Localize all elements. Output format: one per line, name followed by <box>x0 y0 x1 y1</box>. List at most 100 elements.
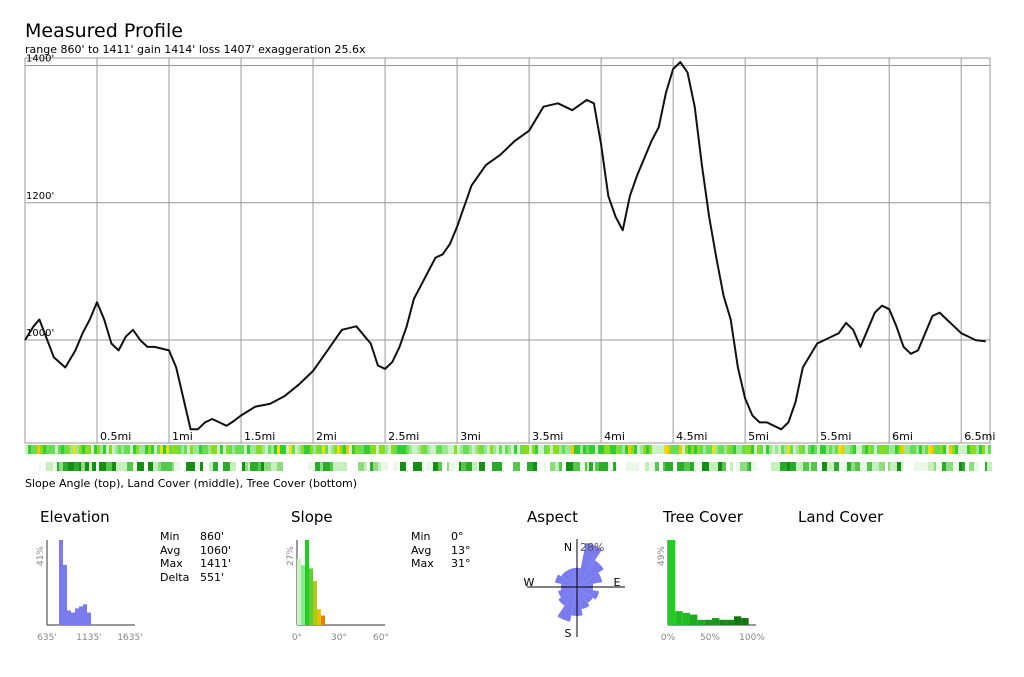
cover-band-segment <box>186 462 192 471</box>
slope-band-segment <box>766 445 769 454</box>
hist-max-label: 49% <box>657 546 667 566</box>
slope-band-segment <box>904 445 907 454</box>
cover-band-segment <box>495 462 497 471</box>
slope-band-segment <box>916 445 919 454</box>
hist-bar <box>67 610 71 625</box>
slope-band-segment <box>124 445 127 454</box>
slope-band-segment <box>130 445 133 454</box>
slope-band-segment <box>499 445 502 454</box>
slope-band-segment <box>571 445 574 454</box>
hist-x-tick-label: 0% <box>661 633 676 643</box>
slope-band-segment <box>982 445 985 454</box>
cover-band-segment <box>393 462 398 471</box>
cover-band-segment <box>645 462 649 471</box>
cover-band-segment <box>340 462 345 471</box>
x-tick-label: 2mi <box>316 430 337 443</box>
hist-bar <box>63 564 67 625</box>
cover-band-segment <box>740 462 747 471</box>
slope-band-segment <box>910 445 913 454</box>
hist-bar <box>734 616 742 625</box>
cover-band-segment <box>684 462 690 471</box>
slope-band-segment <box>256 445 259 454</box>
stat-row: Max 31° <box>411 557 471 571</box>
elevation-stats: Min 860' Avg 1060' Max 1411' Delta 551' <box>160 530 231 584</box>
slope-band-segment <box>349 445 352 454</box>
cover-band-segment <box>378 462 381 471</box>
slope-band-segment <box>61 445 64 454</box>
cover-band-segment <box>901 462 903 471</box>
slope-band-segment <box>103 445 106 454</box>
cover-band-segment <box>771 462 777 471</box>
slope-band-segment <box>355 445 358 454</box>
slope-band-segment <box>121 445 124 454</box>
cover-band-segment <box>599 462 606 471</box>
slope-band-segment <box>106 445 109 454</box>
slope-band-segment <box>673 445 676 454</box>
slope-band-segment <box>484 445 487 454</box>
slope-band-segment <box>118 445 121 454</box>
cover-band-segment <box>985 462 987 471</box>
slope-band-segment <box>247 445 250 454</box>
cover-band-segment <box>712 462 718 471</box>
slope-band-segment <box>532 445 535 454</box>
slope-band-segment <box>370 445 373 454</box>
cover-band-segment <box>99 462 106 471</box>
cover-band-segment <box>855 462 860 471</box>
slope-band-segment <box>34 445 37 454</box>
cover-band-segment <box>461 462 466 471</box>
cover-band-segment <box>200 462 203 471</box>
slope-band-segment <box>151 445 154 454</box>
slope-band-segment <box>196 445 199 454</box>
hist-bar <box>321 615 325 625</box>
slope-band-segment <box>175 445 178 454</box>
cover-band-segment <box>606 462 608 471</box>
hist-bar <box>309 568 313 625</box>
slope-band-segment <box>487 445 490 454</box>
cover-band-segment <box>959 462 962 471</box>
slope-band-segment <box>85 445 88 454</box>
slope-band-segment <box>757 445 760 454</box>
slope-band-segment <box>346 445 349 454</box>
slope-band-segment <box>583 445 586 454</box>
slope-band-segment <box>784 445 787 454</box>
slope-stats: Min 0° Avg 13° Max 31° <box>411 530 471 571</box>
slope-band-segment <box>142 445 145 454</box>
cover-band-segment <box>46 462 53 471</box>
hist-bar <box>668 540 676 625</box>
slope-band-segment <box>463 445 466 454</box>
slope-band-segment <box>376 445 379 454</box>
slope-band-segment <box>373 445 376 454</box>
x-tick-label: 1.5mi <box>244 430 275 443</box>
slope-band-segment <box>274 445 277 454</box>
slope-band-segment <box>154 445 157 454</box>
slope-band-segment <box>973 445 976 454</box>
slope-band-segment <box>466 445 469 454</box>
cover-band-segment <box>39 462 41 471</box>
slope-band-segment <box>538 445 541 454</box>
cover-band-segment <box>580 462 585 471</box>
aspect-wedge <box>566 568 577 587</box>
hist-bar <box>297 558 301 625</box>
cover-band-segment <box>92 462 96 471</box>
slope-band-segment <box>835 445 838 454</box>
cover-band-segment <box>827 462 834 471</box>
slope-band-segment <box>490 445 493 454</box>
cover-band-segment <box>969 462 974 471</box>
slope-band-segment <box>793 445 796 454</box>
cover-band-segment <box>63 462 68 471</box>
slope-band-segment <box>412 445 415 454</box>
slope-band-segment <box>502 445 505 454</box>
slope-band-segment <box>877 445 880 454</box>
slope-band-segment <box>856 445 859 454</box>
slope-band-segment <box>112 445 115 454</box>
cover-band-segment <box>566 462 573 471</box>
slope-band-segment <box>400 445 403 454</box>
slope-band-segment <box>199 445 202 454</box>
cover-band-segment <box>914 462 921 471</box>
slope-band-segment <box>901 445 904 454</box>
cover-band-segment <box>433 462 438 471</box>
slope-section-title: Slope <box>291 508 333 526</box>
hist-bar <box>726 619 734 625</box>
slope-band-segment <box>646 445 649 454</box>
cover-band-segment <box>851 462 855 471</box>
